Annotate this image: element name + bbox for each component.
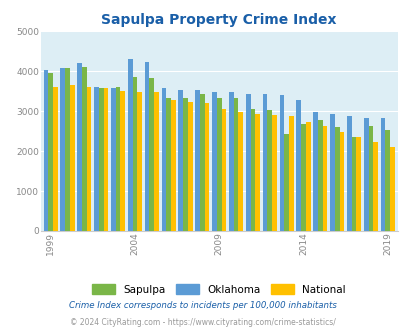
Bar [145, 62, 149, 231]
Bar [216, 98, 221, 231]
Bar [65, 69, 70, 231]
Bar [212, 92, 216, 231]
Bar [271, 115, 276, 231]
Bar [183, 98, 188, 231]
Bar [99, 88, 103, 231]
Bar [111, 88, 115, 231]
Bar [70, 85, 75, 231]
Bar [77, 63, 82, 231]
Bar [195, 90, 200, 231]
Bar [317, 120, 322, 231]
Bar [221, 109, 226, 231]
Bar [128, 59, 132, 231]
Bar [43, 70, 48, 231]
Bar [60, 68, 65, 231]
Bar [115, 87, 120, 231]
Bar [363, 117, 368, 231]
Bar [166, 98, 171, 231]
Bar [262, 94, 267, 231]
Bar [250, 109, 255, 231]
Bar [255, 114, 259, 231]
Bar [339, 132, 343, 231]
Bar [384, 130, 389, 231]
Text: Crime Index corresponds to incidents per 100,000 inhabitants: Crime Index corresponds to incidents per… [69, 301, 336, 310]
Bar [334, 127, 339, 231]
Bar [228, 92, 233, 231]
Bar [161, 88, 166, 231]
Bar [204, 103, 209, 231]
Bar [368, 126, 372, 231]
Bar [233, 98, 238, 231]
Bar [87, 87, 91, 231]
Title: Sapulpa Property Crime Index: Sapulpa Property Crime Index [101, 14, 336, 27]
Bar [372, 142, 377, 231]
Bar [288, 116, 293, 231]
Bar [188, 102, 192, 231]
Bar [351, 137, 356, 231]
Bar [284, 134, 288, 231]
Bar [94, 87, 99, 231]
Bar [346, 116, 351, 231]
Bar [329, 114, 334, 231]
Bar [137, 92, 142, 231]
Bar [132, 77, 137, 231]
Bar [53, 87, 58, 231]
Text: © 2024 CityRating.com - https://www.cityrating.com/crime-statistics/: © 2024 CityRating.com - https://www.city… [70, 318, 335, 327]
Bar [301, 124, 305, 231]
Bar [356, 137, 360, 231]
Bar [380, 118, 384, 231]
Bar [171, 100, 175, 231]
Bar [48, 73, 53, 231]
Bar [296, 100, 301, 231]
Bar [178, 90, 183, 231]
Legend: Sapulpa, Oklahoma, National: Sapulpa, Oklahoma, National [88, 280, 350, 299]
Bar [154, 92, 158, 231]
Bar [120, 91, 125, 231]
Bar [149, 79, 154, 231]
Bar [313, 112, 317, 231]
Bar [82, 67, 87, 231]
Bar [238, 112, 243, 231]
Bar [322, 126, 326, 231]
Bar [200, 94, 204, 231]
Bar [245, 94, 250, 231]
Bar [389, 147, 394, 231]
Bar [267, 111, 271, 231]
Bar [103, 88, 108, 231]
Bar [305, 121, 310, 231]
Bar [279, 95, 283, 231]
